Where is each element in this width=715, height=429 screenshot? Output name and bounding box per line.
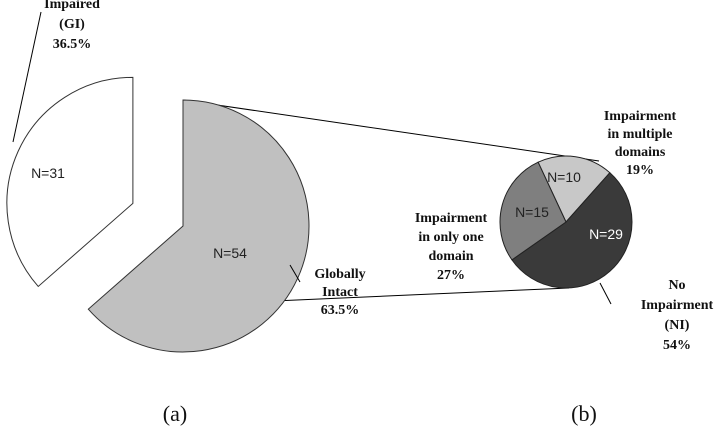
category-label-b-1-line: No [668, 278, 685, 293]
category-label-b-2-line: Impairment [415, 211, 488, 226]
connector-top-line [182, 99, 600, 162]
value-label-b-0: N=10 [547, 169, 581, 185]
value-label-intact: N=54 [213, 245, 247, 261]
category-label-b-1-line: (NI) [665, 318, 690, 333]
slice-impairment-in-multiple-domains [537, 155, 611, 223]
category-label-b-0: Impairment in multiple domains 19% [604, 109, 677, 178]
category-label-b-0-line: 19% [626, 163, 654, 178]
category-label-intact-line: 63.5% [321, 303, 360, 318]
value-label-b-1: N=29 [589, 226, 623, 242]
slice-globally-impaired [6, 76, 134, 288]
leader-line-no-impairment [599, 282, 612, 305]
category-label-b-0-line: in multiple [608, 127, 673, 142]
category-label-b-2-line: domain [428, 249, 473, 264]
leader-line-intact [289, 264, 301, 283]
category-label-impaired-line: 36.5% [53, 37, 92, 52]
category-label-b-0-line: domains [615, 145, 666, 160]
category-label-b-1-line: Impairment [641, 298, 714, 313]
category-label-intact: Globally Intact 63.5% [314, 267, 365, 318]
category-label-impaired: Impaired (GI) 36.5% [44, 0, 100, 52]
panel-label-a: (a) [163, 401, 187, 426]
category-label-b-1-line: 54% [663, 338, 691, 353]
category-label-intact-line: Intact [322, 285, 358, 300]
value-label-impaired: N=31 [31, 165, 65, 181]
panel-label-b: (b) [571, 401, 597, 426]
category-label-b-1: No Impairment (NI) 54% [641, 278, 714, 353]
category-label-intact-line: Globally [314, 267, 365, 282]
leader-line-impaired [12, 11, 42, 143]
category-label-impaired-line: Impaired [44, 0, 100, 12]
slice-impairment-in-only-one-domain [499, 161, 567, 261]
category-label-b-0-line: Impairment [604, 109, 677, 124]
category-label-impaired-line: (GI) [59, 17, 85, 32]
value-label-b-2: N=15 [515, 204, 549, 220]
category-label-b-2-line: 27% [437, 268, 465, 283]
category-label-b-2: Impairment in only one domain 27% [415, 211, 488, 283]
slice-no-impairment-ni [511, 171, 633, 289]
category-label-b-2-line: in only one [418, 230, 483, 245]
